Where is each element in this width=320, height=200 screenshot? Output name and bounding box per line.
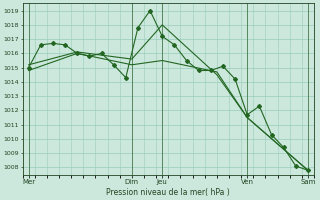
- X-axis label: Pression niveau de la mer( hPa ): Pression niveau de la mer( hPa ): [107, 188, 230, 197]
